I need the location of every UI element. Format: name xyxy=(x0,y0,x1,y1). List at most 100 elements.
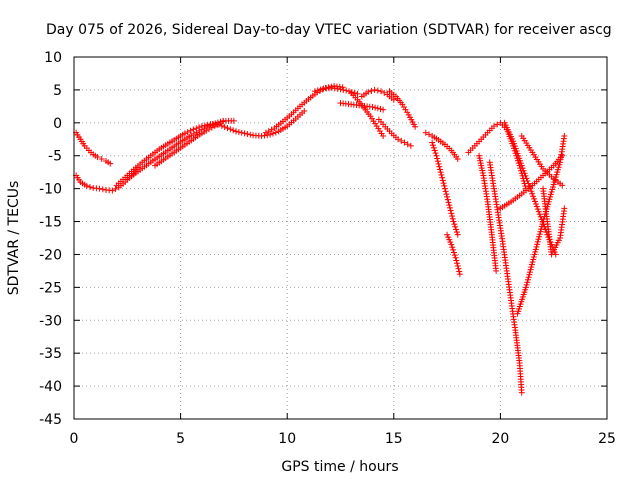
data-point xyxy=(181,130,188,137)
data-point xyxy=(525,180,532,187)
data-point xyxy=(522,284,529,291)
data-point xyxy=(529,259,536,266)
data-point xyxy=(450,249,457,256)
data-point xyxy=(429,139,436,146)
data-point xyxy=(559,182,566,189)
data-point xyxy=(398,137,405,144)
data-point xyxy=(435,160,442,167)
data-point xyxy=(407,142,414,149)
data-point xyxy=(402,106,409,113)
data-point xyxy=(369,104,376,111)
data-point xyxy=(530,253,537,260)
data-point xyxy=(267,131,274,138)
data-point xyxy=(187,127,194,134)
data-point xyxy=(434,155,441,162)
data-point xyxy=(536,211,543,218)
data-point xyxy=(528,261,535,268)
data-point xyxy=(527,266,534,273)
data-point xyxy=(447,207,454,214)
data-point xyxy=(528,264,535,271)
data-point xyxy=(535,236,542,243)
data-point xyxy=(449,215,456,222)
data-point xyxy=(401,139,408,146)
data-point xyxy=(99,186,106,193)
data-point xyxy=(340,86,347,93)
data-point xyxy=(532,200,539,207)
data-point xyxy=(112,185,119,192)
data-point xyxy=(523,281,530,288)
data-point xyxy=(98,156,105,163)
data-point xyxy=(453,257,460,264)
data-point xyxy=(439,177,446,184)
data-point xyxy=(450,246,457,253)
data-point xyxy=(188,132,195,139)
data-point xyxy=(432,150,439,157)
data-point xyxy=(109,187,116,194)
x-tick-label: 10 xyxy=(278,431,296,447)
data-point xyxy=(422,129,429,136)
axis-ticks: 0 5 10 15 20 25 10 5 0 -5 -10 -15 -20 -25 -30 -35 -40 -45 xyxy=(39,50,616,447)
data-point xyxy=(430,144,437,151)
data-point xyxy=(190,126,197,133)
y-tick-label: -15 xyxy=(39,215,62,231)
data-point xyxy=(404,141,411,148)
x-tick-label: 20 xyxy=(491,431,509,447)
y-tick-label: -30 xyxy=(39,313,62,329)
data-point xyxy=(372,104,379,111)
data-point xyxy=(494,121,501,128)
data-point xyxy=(452,254,459,261)
data-point xyxy=(530,256,537,263)
data-point xyxy=(456,271,463,278)
y-tick-label: -40 xyxy=(39,379,62,395)
data-point xyxy=(390,96,397,103)
data-point xyxy=(533,243,540,250)
data-point xyxy=(337,86,344,93)
data-point xyxy=(455,265,462,272)
chart-title: Day 075 of 2026, Sidereal Day-to-day VTE… xyxy=(46,22,612,38)
data-point xyxy=(434,158,441,165)
data-point xyxy=(449,244,456,251)
data-point xyxy=(227,126,234,133)
data-point xyxy=(521,170,528,177)
data-point xyxy=(441,182,448,189)
data-point xyxy=(86,183,93,190)
data-point xyxy=(438,171,445,178)
data-point xyxy=(529,190,536,197)
x-tick-label: 5 xyxy=(176,431,185,447)
data-point xyxy=(235,129,242,136)
data-point xyxy=(524,177,531,184)
data-point xyxy=(526,269,533,276)
data-point xyxy=(221,123,228,130)
data-point xyxy=(534,238,541,245)
data-point xyxy=(454,231,461,238)
data-point xyxy=(531,251,538,258)
data-point xyxy=(311,88,318,95)
data-point xyxy=(526,271,533,278)
data-point xyxy=(454,156,461,163)
y-tick-label: -25 xyxy=(39,280,62,296)
data-point xyxy=(218,122,225,129)
data-point xyxy=(531,195,538,202)
data-point xyxy=(522,172,529,179)
y-tick-label: -5 xyxy=(48,149,62,165)
data-point xyxy=(536,231,543,238)
data-marks xyxy=(73,82,568,396)
y-tick-label: 5 xyxy=(53,83,62,99)
data-point xyxy=(268,126,275,133)
data-point xyxy=(493,267,500,274)
data-point xyxy=(448,210,455,217)
data-point xyxy=(272,129,279,136)
data-point xyxy=(107,160,114,167)
data-point xyxy=(451,221,458,228)
x-axis-title: GPS time / hours xyxy=(281,459,398,475)
data-point xyxy=(314,87,321,94)
data-point xyxy=(444,196,451,203)
data-point xyxy=(531,198,538,205)
data-point xyxy=(453,226,460,233)
data-point xyxy=(430,142,437,149)
data-point xyxy=(528,188,535,195)
data-point xyxy=(220,118,227,125)
data-point xyxy=(412,123,419,130)
data-point xyxy=(440,180,447,187)
data-point xyxy=(534,241,541,248)
